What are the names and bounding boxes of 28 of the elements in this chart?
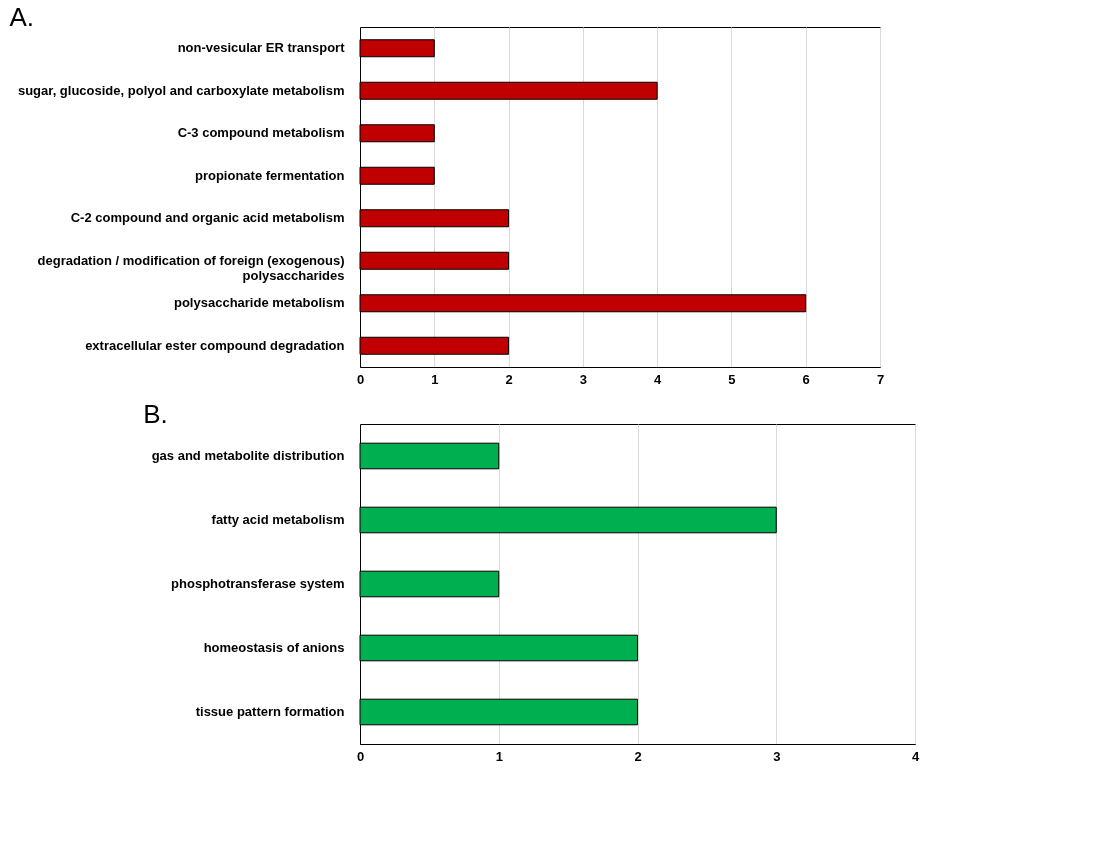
x-tick-label: 0 bbox=[356, 371, 365, 387]
x-tick-label: 4 bbox=[911, 748, 920, 764]
x-tick-label: 1 bbox=[431, 371, 439, 387]
y-tick-label: C-3 compound metabolism bbox=[177, 125, 345, 141]
x-tick-label: 3 bbox=[579, 371, 587, 387]
y-tick-label: polysaccharide metabolism bbox=[173, 295, 345, 311]
x-tick-label: 5 bbox=[728, 371, 736, 387]
y-tick-label: homeostasis of anions bbox=[203, 640, 345, 655]
y-tick-label: gas and metabolite distribution bbox=[151, 448, 345, 463]
y-tick-label: tissue pattern formation bbox=[195, 704, 345, 719]
y-tick-label: sugar, glucoside, polyol and carboxylate metabolism bbox=[17, 82, 345, 98]
x-tick-label: 1 bbox=[495, 748, 503, 764]
x-tick-label: 7 bbox=[876, 371, 885, 387]
chart-title: B. bbox=[143, 399, 168, 429]
y-tick-label: propionate fermentation bbox=[194, 167, 345, 183]
y-tick-label: extracellular ester compound degradation bbox=[85, 337, 345, 353]
x-tick-label: 2 bbox=[634, 748, 642, 764]
x-tick-label: 4 bbox=[654, 371, 663, 387]
x-tick-label: 3 bbox=[773, 748, 781, 764]
text: A. bbox=[9, 2, 35, 32]
x-tick-label: 2 bbox=[505, 371, 513, 387]
y-tick-label: C-2 compound and organic acid metabolism bbox=[70, 210, 345, 226]
y-tick-label: phosphotransferase system bbox=[171, 576, 345, 591]
x-tick-label: 0 bbox=[356, 748, 365, 764]
y-tick-label: non-vesicular ER transport bbox=[177, 40, 346, 56]
x-tick-label: 6 bbox=[802, 371, 810, 387]
y-tick-label: degradation / modification of foreign (exogenous) polysaccharides bbox=[37, 252, 345, 283]
y-tick-label: fatty acid metabolism bbox=[211, 512, 345, 527]
